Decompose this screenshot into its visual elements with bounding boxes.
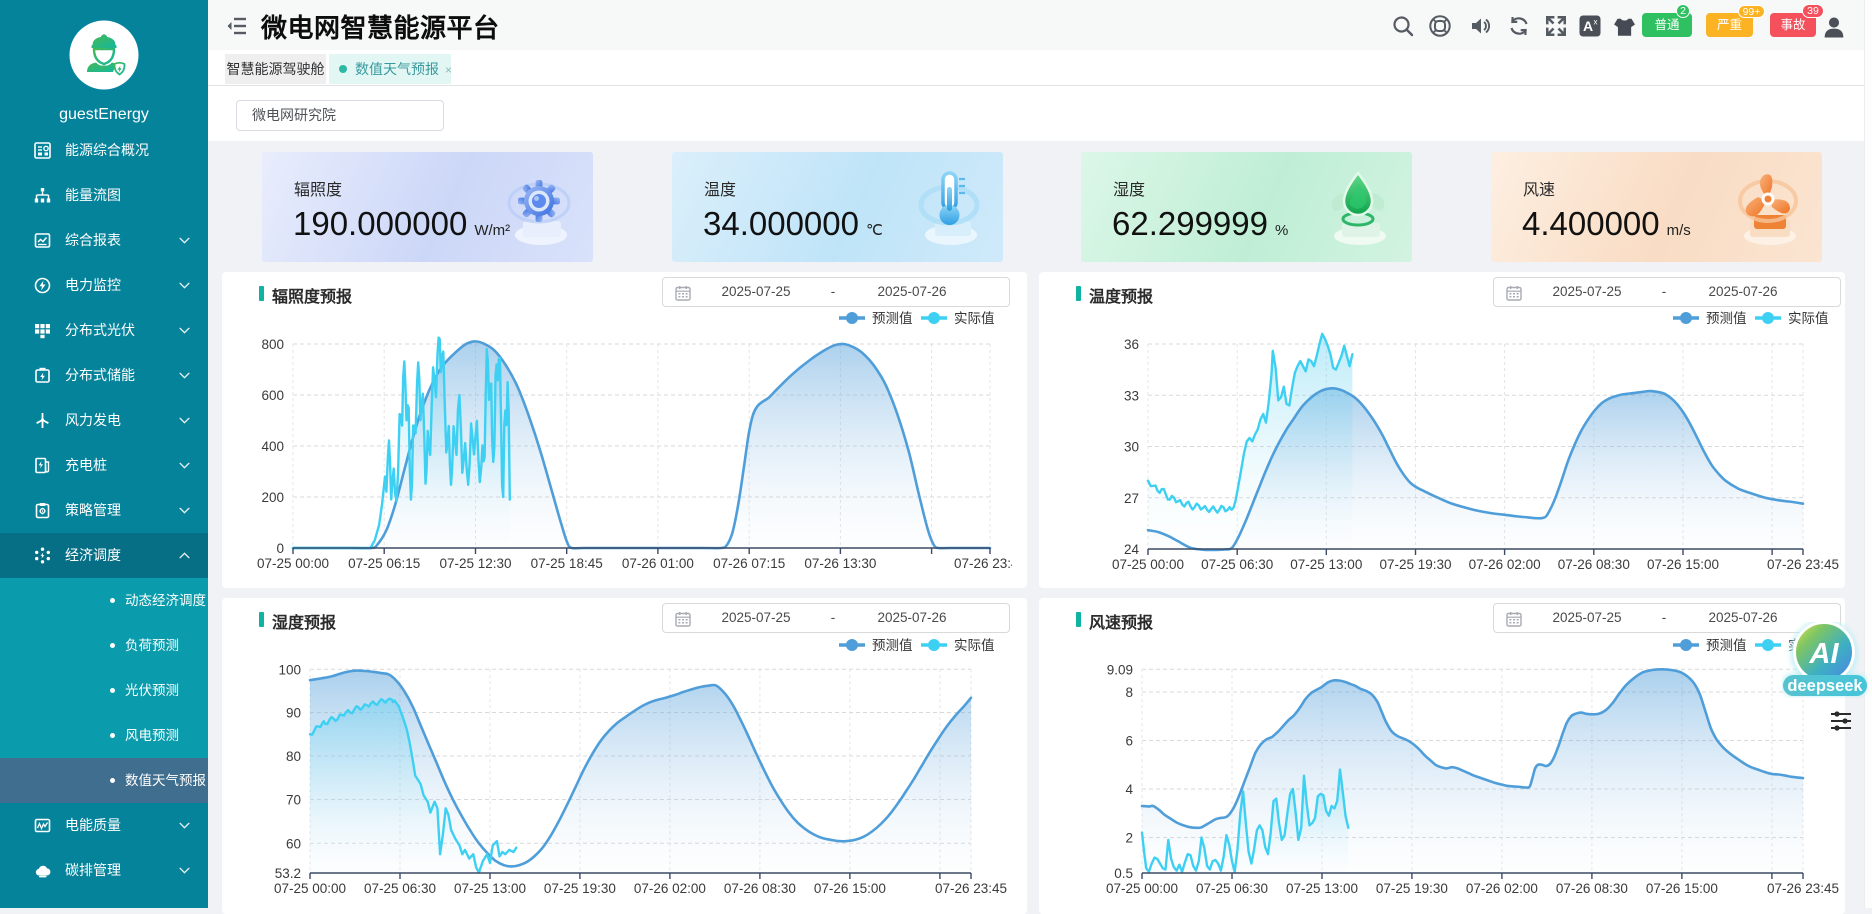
svg-text:2: 2 xyxy=(1125,831,1133,846)
svg-text:07-25 19:30: 07-25 19:30 xyxy=(1376,881,1448,896)
svg-text:8: 8 xyxy=(1125,685,1133,700)
svg-text:07-26 15:00: 07-26 15:00 xyxy=(1647,557,1719,572)
svg-text:70: 70 xyxy=(286,793,301,808)
svg-text:60: 60 xyxy=(286,836,301,851)
svg-text:07-26 23:45: 07-26 23:45 xyxy=(1767,881,1839,896)
svg-text:预测值: 预测值 xyxy=(1706,311,1747,326)
svg-text:80: 80 xyxy=(286,749,301,764)
svg-text:07-25 00:00: 07-25 00:00 xyxy=(257,556,329,571)
svg-text:100: 100 xyxy=(278,662,301,677)
svg-text:90: 90 xyxy=(286,706,301,721)
svg-text:07-26 02:00: 07-26 02:00 xyxy=(1466,881,1538,896)
svg-text:400: 400 xyxy=(261,439,284,454)
svg-text:预测值: 预测值 xyxy=(1706,638,1747,653)
svg-text:200: 200 xyxy=(261,490,284,505)
svg-text:07-25 13:00: 07-25 13:00 xyxy=(1286,881,1358,896)
svg-text:A: A xyxy=(1583,18,1593,34)
svg-text:30: 30 xyxy=(1124,440,1139,455)
svg-text:0: 0 xyxy=(276,541,284,556)
svg-text:53.2: 53.2 xyxy=(275,866,301,881)
svg-text:07-25 12:30: 07-25 12:30 xyxy=(439,556,511,571)
svg-text:07-26 08:30: 07-26 08:30 xyxy=(724,881,796,896)
svg-text:x: x xyxy=(1594,18,1598,27)
svg-text:07-26 02:00: 07-26 02:00 xyxy=(634,881,706,896)
svg-text:07-25 19:30: 07-25 19:30 xyxy=(1379,557,1451,572)
svg-text:07-25 13:00: 07-25 13:00 xyxy=(1290,557,1362,572)
svg-text:实际值: 实际值 xyxy=(954,638,995,653)
svg-text:07-25 18:45: 07-25 18:45 xyxy=(531,556,603,571)
svg-text:07-26 13:30: 07-26 13:30 xyxy=(804,556,876,571)
svg-text:07-25 00:00: 07-25 00:00 xyxy=(274,881,346,896)
svg-text:预测值: 预测值 xyxy=(872,311,913,326)
svg-text:600: 600 xyxy=(261,388,284,403)
svg-text:27: 27 xyxy=(1124,491,1139,506)
svg-text:07-25 06:30: 07-25 06:30 xyxy=(1196,881,1268,896)
svg-text:07-25 13:00: 07-25 13:00 xyxy=(454,881,526,896)
svg-text:07-25 06:30: 07-25 06:30 xyxy=(1201,557,1273,572)
svg-text:07-26 15:00: 07-26 15:00 xyxy=(1646,881,1718,896)
svg-text:0.5: 0.5 xyxy=(1114,866,1133,881)
svg-text:07-25 06:15: 07-25 06:15 xyxy=(348,556,420,571)
svg-text:36: 36 xyxy=(1124,337,1139,352)
svg-text:07-25 06:30: 07-25 06:30 xyxy=(364,881,436,896)
svg-text:实际值: 实际值 xyxy=(1788,311,1829,326)
svg-text:07-25 00:00: 07-25 00:00 xyxy=(1112,557,1184,572)
svg-text:07-25 19:30: 07-25 19:30 xyxy=(544,881,616,896)
svg-text:实际值: 实际值 xyxy=(954,311,995,326)
svg-text:33: 33 xyxy=(1124,388,1139,403)
svg-text:AI: AI xyxy=(1809,638,1840,670)
svg-text:07-26 02:00: 07-26 02:00 xyxy=(1469,557,1541,572)
svg-text:9.09: 9.09 xyxy=(1107,662,1133,677)
svg-text:预测值: 预测值 xyxy=(872,638,913,653)
svg-text:07-26 01:00: 07-26 01:00 xyxy=(622,556,694,571)
svg-text:deepseek: deepseek xyxy=(1787,677,1863,695)
svg-text:24: 24 xyxy=(1124,542,1140,557)
svg-text:07-26 08:30: 07-26 08:30 xyxy=(1558,557,1630,572)
svg-text:07-26 23:45: 07-26 23:45 xyxy=(1767,557,1839,572)
svg-text:07-26 15:00: 07-26 15:00 xyxy=(814,881,886,896)
svg-text:07-26 23:45: 07-26 23:45 xyxy=(935,881,1007,896)
svg-text:800: 800 xyxy=(261,337,284,352)
svg-text:6: 6 xyxy=(1125,734,1133,749)
svg-text:07-26 08:30: 07-26 08:30 xyxy=(1556,881,1628,896)
svg-text:07-26 23:45: 07-26 23:45 xyxy=(954,556,1012,571)
svg-text:4: 4 xyxy=(1125,782,1133,797)
svg-text:07-26 07:15: 07-26 07:15 xyxy=(713,556,785,571)
svg-text:07-25 00:00: 07-25 00:00 xyxy=(1106,881,1178,896)
